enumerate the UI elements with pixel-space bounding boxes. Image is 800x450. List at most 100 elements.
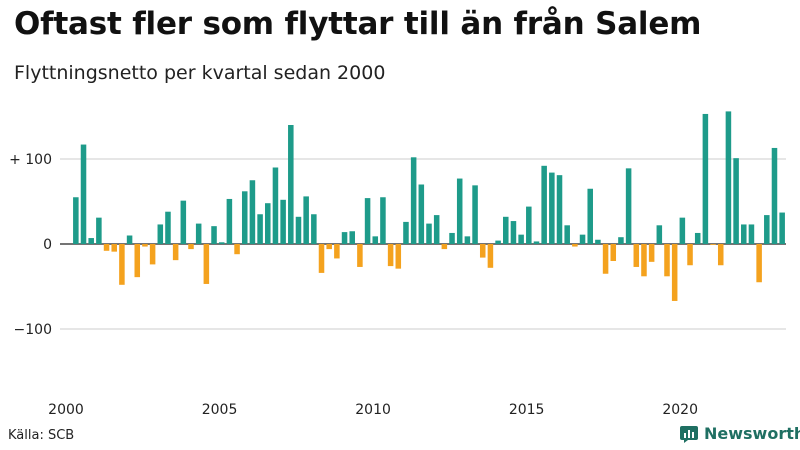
x-tick-label: 2010 (355, 402, 391, 418)
bar-2007-q3: 2007 Q3: 56 (303, 196, 309, 244)
source-note: Källa: SCB (8, 428, 75, 443)
x-tick-label: 2005 (202, 402, 238, 418)
bar-2023-q1: 2023 Q1: 37 (779, 212, 785, 244)
y-tick-label: −100 (14, 322, 52, 338)
bar-2008-q3: 2008 Q3: -17 (334, 244, 340, 259)
bar-2006-q3: 2006 Q3: 90 (272, 167, 279, 244)
bar-2001-q4: 2001 Q4: 10 (126, 235, 133, 244)
bar-2009-q3: 2009 Q3: 54 (364, 198, 371, 244)
bar-2015-q1: 2015 Q1: 3 (533, 241, 540, 244)
bar-2019-q3: 2019 Q3: -67 (671, 244, 678, 301)
bar-2007-q4: 2007 Q4: 35 (311, 214, 317, 244)
bar-2010-q4: 2010 Q4: 26 (403, 221, 409, 244)
x-tick-label: 2015 (509, 402, 545, 418)
bar-2000-q2: 2000 Q2: 117 (80, 144, 87, 244)
bar-2008-q1: 2008 Q1: -34 (318, 244, 325, 273)
bar-2014-q1: 2014 Q1: 32 (503, 216, 509, 244)
bar-2021-q4: 2021 Q4: 23 (741, 224, 747, 244)
bar-2005-q2: 2005 Q2: -12 (234, 244, 240, 255)
bar-2021-q1: 2021 Q1: -25 (717, 244, 724, 266)
brand-logo: Newsworthy (680, 424, 800, 443)
bar-2014-q3: 2014 Q3: 11 (518, 234, 524, 244)
bar-2011-q3: 2011 Q3: 24 (426, 223, 432, 244)
bar-2022-q3: 2022 Q3: 34 (764, 215, 770, 244)
brand-name: Newsworthy (704, 424, 800, 443)
bar-2018-q2: 2018 Q2: -27 (633, 244, 640, 267)
x-tick-label: 2000 (48, 402, 84, 418)
bar-2017-q4: 2017 Q4: 8 (618, 237, 624, 244)
bar-2004-q3: 2004 Q3: 21 (211, 226, 217, 244)
bar-2013-q4: 2013 Q4: 4 (495, 240, 501, 244)
bar-2005-q1: 2005 Q1: 53 (226, 198, 233, 244)
bar-2005-q3: 2005 Q3: 62 (241, 191, 248, 244)
bar-2011-q2: 2011 Q2: 70 (418, 184, 425, 244)
bar-2014-q2: 2014 Q2: 27 (510, 221, 517, 244)
bar-2015-q2: 2015 Q2: 92 (541, 165, 547, 244)
bar-2010-q2: 2010 Q2: -26 (387, 244, 394, 267)
bar-2014-q4: 2014 Q4: 44 (526, 206, 532, 244)
bar-2018-q4: 2018 Q4: -21 (648, 244, 655, 262)
bar-2007-q2: 2007 Q2: 32 (295, 216, 302, 244)
bar-2016-q3: 2016 Q3: 11 (579, 234, 586, 244)
bar-2002-q4: 2002 Q4: 23 (157, 224, 164, 244)
bar-2000-q1: 2000 Q1: 55 (73, 197, 79, 244)
bar-2019-q4: 2019 Q4: 31 (679, 217, 686, 244)
bar-2013-q3: 2013 Q3: -28 (487, 244, 494, 268)
bar-2001-q1: 2001 Q1: -8 (103, 244, 110, 251)
bar-2020-q4: 2020 Q4: -1 (710, 244, 716, 245)
bar-2008-q4: 2008 Q4: 14 (341, 232, 348, 244)
bar-2013-q2: 2013 Q2: -16 (479, 244, 486, 258)
bar-2003-q3: 2003 Q3: 51 (180, 200, 187, 244)
bar-2021-q2: 2021 Q2: 156 (725, 111, 732, 245)
bar-2012-q4: 2012 Q4: 9 (464, 236, 471, 244)
y-tick-label: 0 (43, 237, 52, 253)
bar-2001-q3: 2001 Q3: -48 (119, 244, 125, 285)
bar-2007-q1: 2007 Q1: 140 (288, 125, 294, 244)
bar-2020-q1: 2020 Q1: -25 (687, 244, 693, 266)
bar-2004-q1: 2004 Q1: 24 (195, 223, 202, 244)
bar-2002-q1: 2002 Q1: -39 (134, 244, 141, 278)
bar-2001-q2: 2001 Q2: -9 (111, 244, 117, 252)
bar-2003-q2: 2003 Q2: -19 (172, 244, 179, 261)
bar-2002-q2: 2002 Q2: -3 (142, 244, 148, 247)
bar-2019-q1: 2019 Q1: 22 (656, 225, 663, 244)
bar-2006-q4: 2006 Q4: 52 (280, 199, 286, 244)
bar-2020-q3: 2020 Q3: 153 (702, 113, 709, 244)
chart-subtitle: Flyttningsnetto per kvartal sedan 2000 (14, 62, 386, 84)
bar-2012-q1: 2012 Q1: -6 (441, 244, 448, 250)
bar-2010-q3: 2010 Q3: -29 (395, 244, 402, 269)
bar-2000-q4: 2000 Q4: 31 (96, 217, 102, 244)
bar-2009-q1: 2009 Q1: 15 (349, 231, 355, 244)
bar-2019-q2: 2019 Q2: -38 (664, 244, 670, 277)
bar-2003-q4: 2003 Q4: -6 (188, 244, 194, 250)
bar-2008-q2: 2008 Q2: -6 (326, 244, 332, 250)
bar-2015-q4: 2015 Q4: 81 (556, 175, 563, 244)
bar-2018-q3: 2018 Q3: -38 (641, 244, 647, 277)
bar-2017-q3: 2017 Q3: -20 (610, 244, 617, 261)
bar-2017-q2: 2017 Q2: -35 (602, 244, 609, 274)
bar-2020-q2: 2020 Q2: 13 (694, 232, 701, 244)
bar-2011-q1: 2011 Q1: 102 (410, 157, 417, 244)
bar-2013-q1: 2013 Q1: 69 (472, 185, 478, 244)
bar-2006-q1: 2006 Q1: 35 (257, 214, 263, 244)
bar-2016-q1: 2016 Q1: 22 (564, 225, 570, 244)
bar-2017-q1: 2017 Q1: 5 (595, 239, 601, 244)
bar-2005-q4: 2005 Q4: 75 (249, 180, 256, 244)
bar-2012-q3: 2012 Q3: 77 (456, 178, 463, 244)
bar-2009-q2: 2009 Q2: -27 (357, 244, 363, 267)
bar-2009-q4: 2009 Q4: 9 (372, 236, 379, 244)
bar-2016-q2: 2016 Q2: -3 (572, 244, 578, 247)
bar-2018-q1: 2018 Q1: 89 (625, 168, 632, 244)
bar-2021-q3: 2021 Q3: 101 (733, 158, 739, 244)
bar-2004-q2: 2004 Q2: -47 (203, 244, 210, 284)
bars: 2000 Q1: 552000 Q2: 1172000 Q3: 72000 Q4… (73, 111, 785, 301)
bar-2022-q2: 2022 Q2: -45 (756, 244, 762, 283)
bar-2003-q1: 2003 Q1: 38 (165, 211, 171, 244)
axis-labels: + 100 0 −100 2000 2005 2010 2015 2020 (9, 152, 698, 418)
bar-2022-q1: 2022 Q1: 23 (748, 224, 755, 244)
bar-2004-q4: 2004 Q4: 2 (218, 242, 225, 244)
bar-2006-q2: 2006 Q2: 48 (265, 203, 271, 244)
bar-2016-q4: 2016 Q4: 65 (587, 188, 593, 244)
bar-2015-q3: 2015 Q3: 84 (549, 172, 555, 244)
